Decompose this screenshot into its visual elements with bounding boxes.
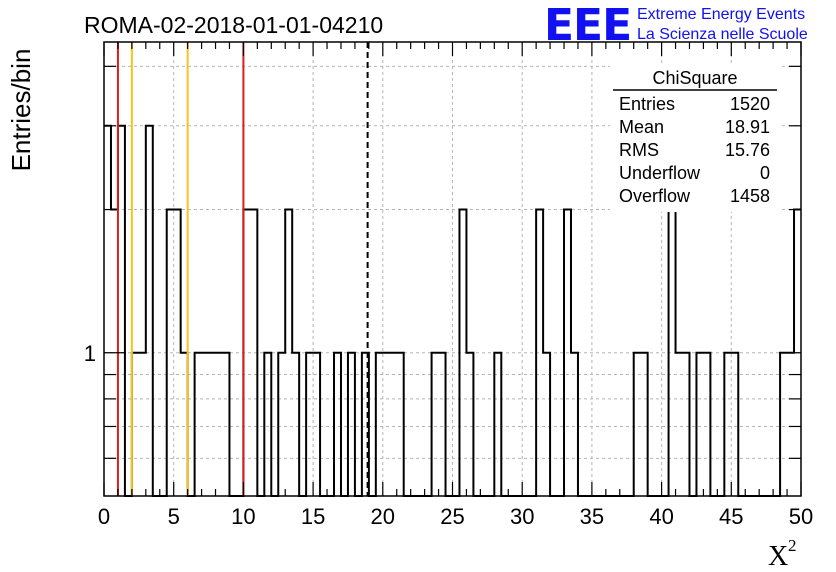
x-axis-title-base: X (768, 541, 788, 572)
histogram-bar (564, 210, 571, 496)
histogram-bar (174, 210, 181, 496)
stats-box: ChiSquare Entries 1520 Mean 18.91 RMS 15.76 Un… (610, 64, 780, 212)
y-tick-label: 1 (84, 341, 96, 366)
stats-box-rows: Entries 1520 Mean 18.91 RMS 15.76 Underflow 0 Ov… (619, 94, 770, 206)
histogram-bar (466, 353, 473, 496)
stats-row-label: RMS (619, 140, 659, 160)
histogram-bar (397, 353, 404, 496)
histogram-bar (313, 353, 320, 496)
histogram-bar (264, 353, 271, 496)
histogram-bar (348, 353, 355, 496)
histogram-bar (146, 126, 153, 496)
eee-logo-mark: EEE (544, 0, 631, 51)
histogram-bars (104, 124, 801, 497)
histogram-bar (696, 353, 703, 496)
histogram-bar (683, 353, 690, 496)
y-axis-title: Entries/bin (6, 49, 36, 172)
marker-lines (116, 42, 369, 496)
x-tick-label: 5 (168, 504, 180, 529)
histogram-bar (536, 210, 543, 496)
histogram-bar (459, 210, 466, 496)
histogram-bar (181, 353, 188, 496)
grid (104, 42, 801, 496)
histogram-bar (209, 353, 216, 496)
histogram-bar (676, 353, 683, 496)
stats-row-label: Underflow (619, 163, 701, 183)
eee-logo-line2: La Scienza nelle Scuole (637, 26, 808, 43)
plot-frame (103, 41, 802, 497)
histogram-bar (216, 353, 223, 496)
histogram-bar (195, 353, 202, 496)
stats-row-value: 18.91 (725, 117, 770, 137)
histogram-bar (731, 353, 738, 496)
histogram-bar (118, 126, 125, 496)
histogram-bar (494, 353, 501, 496)
x-tick-label: 0 (98, 504, 110, 529)
histogram-bar (543, 353, 550, 496)
chart-title: ROMA-02-2018-01-01-04210 (84, 12, 383, 38)
histogram-bar (641, 353, 648, 496)
histogram-bar (306, 353, 313, 496)
stats-row-label: Entries (619, 94, 675, 114)
stats-row-value: 1520 (730, 94, 770, 114)
histogram-bar (669, 210, 676, 496)
stats-row-value: 15.76 (725, 140, 770, 160)
histogram-bar (278, 353, 285, 496)
x-axis-title: X 2 (768, 536, 797, 572)
histogram-bar (571, 353, 578, 496)
histogram-bar (167, 210, 174, 496)
stats-box-title: ChiSquare (652, 68, 737, 88)
histogram-bar (222, 353, 229, 496)
eee-logo-line1: Extreme Energy Events (637, 6, 805, 23)
histogram-bar (439, 353, 446, 496)
histogram-bar (376, 353, 383, 496)
histogram-bar (104, 126, 111, 496)
histogram-bar (432, 353, 439, 496)
stats-row-value: 0 (760, 163, 770, 183)
histogram-bar (724, 353, 731, 496)
histogram-bar (139, 353, 146, 496)
stats-box-background (610, 64, 780, 212)
eee-logo: EEE Extreme Energy Events La Scienza nel… (544, 0, 808, 51)
x-tick-label: 40 (649, 504, 673, 529)
x-tick-label: 20 (371, 504, 395, 529)
axis-ticks (103, 42, 802, 496)
histogram-bar (132, 353, 139, 496)
histogram-bar (292, 353, 299, 496)
histogram-bar (634, 353, 641, 496)
histogram-bar (243, 210, 250, 496)
x-tick-label: 10 (231, 504, 255, 529)
histogram-bar (202, 353, 209, 496)
histogram-bar (390, 353, 397, 496)
x-tick-label: 15 (301, 504, 325, 529)
x-tick-label: 45 (719, 504, 743, 529)
histogram-bar (383, 353, 390, 496)
histogram-bar (780, 353, 787, 496)
x-axis-title-superscript: 2 (788, 536, 797, 555)
stats-row-label: Mean (619, 117, 664, 137)
stats-row-label: Overflow (619, 186, 691, 206)
x-tick-label: 30 (510, 504, 534, 529)
axis-tick-labels: 0 5 10 15 20 25 30 35 40 45 50 1 (84, 341, 813, 529)
x-tick-label: 35 (580, 504, 604, 529)
histogram-bar (250, 210, 257, 496)
stats-row-value: 1458 (730, 186, 770, 206)
histogram-outline (104, 124, 801, 497)
histogram-bar (703, 353, 710, 496)
histogram-bar (334, 353, 341, 496)
histogram-bar (285, 210, 292, 496)
x-tick-label: 25 (440, 504, 464, 529)
x-tick-label: 50 (789, 504, 813, 529)
